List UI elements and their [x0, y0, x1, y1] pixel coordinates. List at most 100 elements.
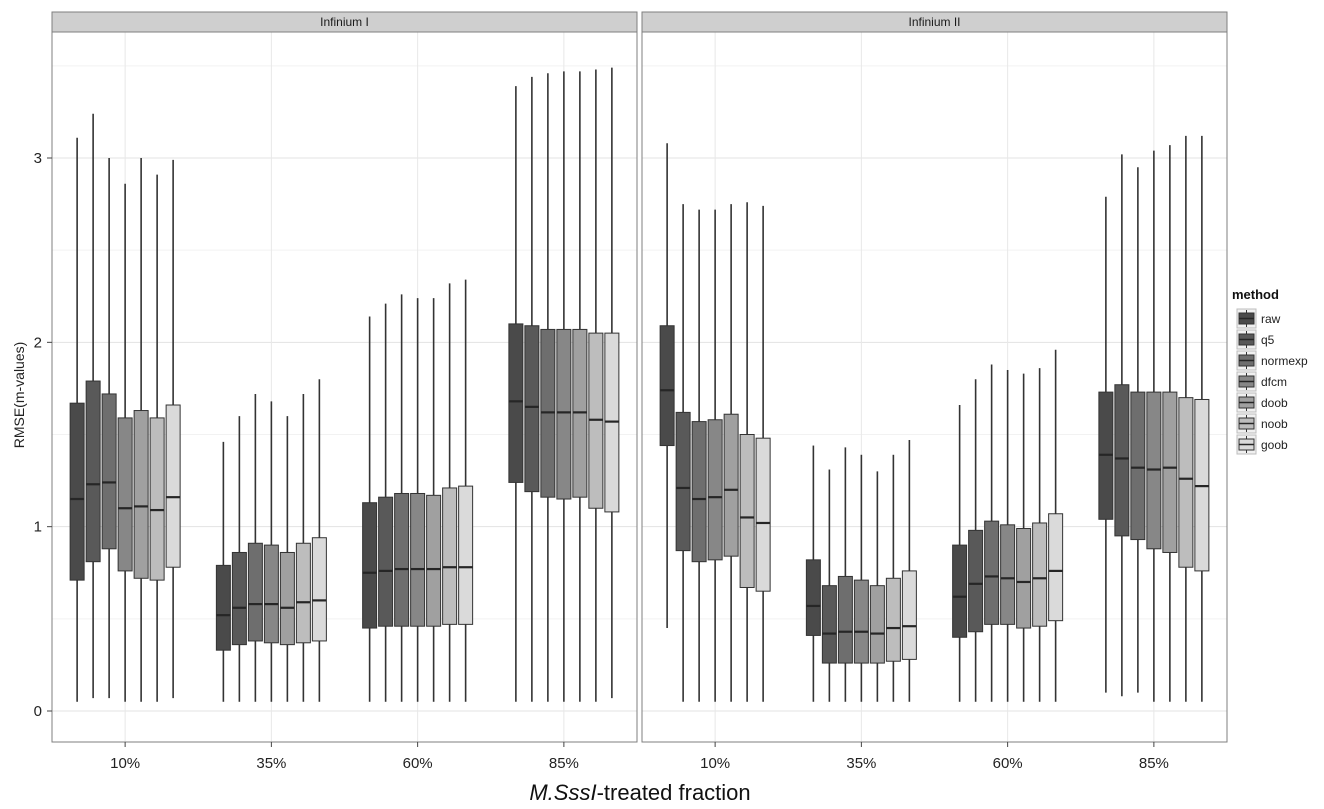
box-body: [410, 492, 426, 627]
box-doob: [133, 158, 149, 702]
box-raw: [659, 143, 675, 629]
y-axis: 0 1 2 3: [34, 150, 52, 720]
box-raw: [952, 405, 968, 702]
x-tick-label: 35%: [256, 755, 286, 772]
legend-label: noob: [1261, 417, 1288, 431]
box-body: [442, 487, 458, 625]
box-body: [1048, 513, 1064, 622]
x-axis-label: M.SssI-treated fraction: [529, 780, 750, 805]
box-goob: [755, 205, 771, 702]
box-body: [101, 393, 117, 550]
panel-2: Infinium II 10% 35% 60% 85%: [641, 11, 1228, 772]
plot-background: [642, 32, 1227, 742]
box-normexp: [101, 158, 117, 699]
box-q5: [1114, 154, 1130, 697]
box-body: [508, 323, 524, 483]
legend: method raw q5 normexp dfcm doob noob goob: [1232, 287, 1308, 455]
box-normexp: [247, 393, 263, 702]
box-body: [215, 564, 231, 651]
box-noob: [149, 174, 165, 702]
box-body: [837, 575, 853, 664]
box-doob: [426, 298, 442, 702]
box-goob: [165, 159, 181, 699]
box-body: [556, 328, 572, 500]
box-body: [901, 570, 917, 660]
box-dfcm: [410, 298, 426, 702]
panel-title: Infinium I: [320, 15, 369, 29]
panel-1: Infinium I 10% 35% 60% 85%: [51, 11, 638, 772]
x-axis-label-rest: -treated fraction: [597, 780, 751, 805]
box-body: [247, 542, 263, 642]
box-body: [821, 585, 837, 664]
panel-title: Infinium II: [908, 15, 960, 29]
box-body: [279, 551, 295, 646]
box-body: [659, 325, 675, 447]
box-body: [524, 325, 540, 493]
x-tick-label: 85%: [1139, 755, 1169, 772]
box-body: [723, 413, 739, 557]
box-raw: [1098, 196, 1114, 693]
box-body: [707, 419, 723, 561]
box-dfcm: [556, 71, 572, 702]
legend-label: raw: [1261, 312, 1281, 326]
box-q5: [524, 76, 540, 702]
box-noob: [885, 454, 901, 702]
box-body: [952, 544, 968, 638]
box-normexp: [540, 73, 556, 702]
box-normexp: [984, 364, 1000, 702]
legend-label: dfcm: [1261, 375, 1287, 389]
box-body: [149, 417, 165, 581]
box-body: [1000, 524, 1016, 625]
legend-entry-dfcm: dfcm: [1236, 371, 1287, 392]
box-raw: [805, 445, 821, 702]
box-body: [1178, 397, 1194, 568]
box-noob: [295, 393, 311, 702]
box-body: [311, 537, 327, 642]
box-dfcm: [1000, 369, 1016, 702]
legend-label: q5: [1261, 333, 1275, 347]
box-doob: [279, 416, 295, 702]
box-dfcm: [117, 183, 133, 702]
legend-entry-normexp: normexp: [1236, 350, 1308, 371]
x-tick-label: 60%: [993, 755, 1023, 772]
box-goob: [311, 379, 327, 702]
box-body: [295, 542, 311, 644]
box-normexp: [837, 447, 853, 702]
box-body: [263, 544, 279, 644]
box-q5: [675, 204, 691, 702]
box-body: [231, 551, 247, 646]
box-body: [165, 404, 181, 568]
box-dfcm: [707, 209, 723, 702]
box-goob: [901, 440, 917, 702]
x-tick-label: 85%: [549, 755, 579, 772]
legend-label: doob: [1261, 396, 1288, 410]
box-body: [117, 417, 133, 572]
box-body: [805, 559, 821, 636]
box-body: [133, 410, 149, 579]
panel-border: [641, 31, 1228, 743]
y-tick-label: 1: [34, 519, 42, 536]
legend-label: goob: [1261, 438, 1288, 452]
box-body: [394, 492, 410, 627]
box-body: [1114, 384, 1130, 537]
box-body: [69, 402, 85, 581]
box-body: [362, 502, 378, 629]
y-tick-label: 3: [34, 150, 42, 167]
box-noob: [588, 69, 604, 702]
box-doob: [723, 204, 739, 702]
box-body: [968, 529, 984, 633]
box-noob: [739, 202, 755, 702]
legend-entry-doob: doob: [1236, 392, 1288, 413]
box-normexp: [691, 209, 707, 702]
box-q5: [231, 416, 247, 702]
box-body: [691, 421, 707, 563]
box-body: [1032, 522, 1048, 627]
box-body: [869, 585, 885, 664]
box-q5: [378, 303, 394, 702]
legend-title: method: [1232, 287, 1279, 302]
y-axis-label: RMSE(m-values): [11, 342, 27, 449]
y-tick-label: 2: [34, 334, 42, 351]
box-normexp: [1130, 167, 1146, 693]
plot-background: [52, 32, 637, 742]
box-raw: [508, 86, 524, 702]
